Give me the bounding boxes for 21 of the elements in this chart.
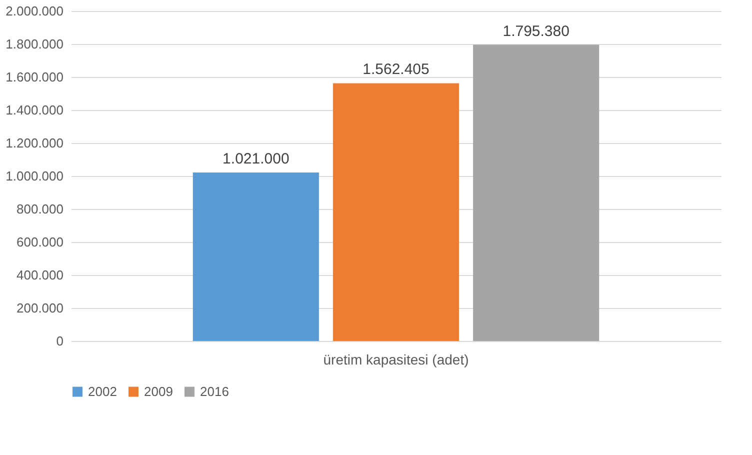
y-tick-label: 0 bbox=[56, 334, 64, 348]
data-label: 1.021.000 bbox=[222, 150, 290, 168]
y-tick-label: 1.400.000 bbox=[6, 102, 64, 118]
data-label: 1.562.405 bbox=[362, 61, 430, 78]
y-tick-label: 1.800.000 bbox=[6, 36, 64, 52]
legend-label: 2009 bbox=[144, 384, 173, 399]
bar bbox=[332, 83, 460, 341]
y-tick-label: 800.000 bbox=[16, 202, 64, 216]
y-tick-label: 1.200.000 bbox=[6, 136, 64, 150]
y-tick-label: 200.000 bbox=[16, 300, 64, 316]
legend-label: 2002 bbox=[88, 384, 117, 399]
y-tick-label: 2.000.000 bbox=[6, 4, 64, 18]
y-tick-label: 600.000 bbox=[16, 234, 64, 250]
x-tick-label: üretim kapasitesi (adet) bbox=[323, 352, 469, 368]
bar bbox=[192, 172, 319, 341]
bar bbox=[473, 44, 600, 341]
data-label: 1.795.380 bbox=[502, 22, 570, 40]
y-tick-label: 1.000.000 bbox=[6, 168, 64, 184]
legend-label: 2016 bbox=[200, 384, 229, 399]
y-tick-label: 400.000 bbox=[16, 268, 64, 282]
y-tick-label: 1.600.000 bbox=[6, 70, 64, 84]
